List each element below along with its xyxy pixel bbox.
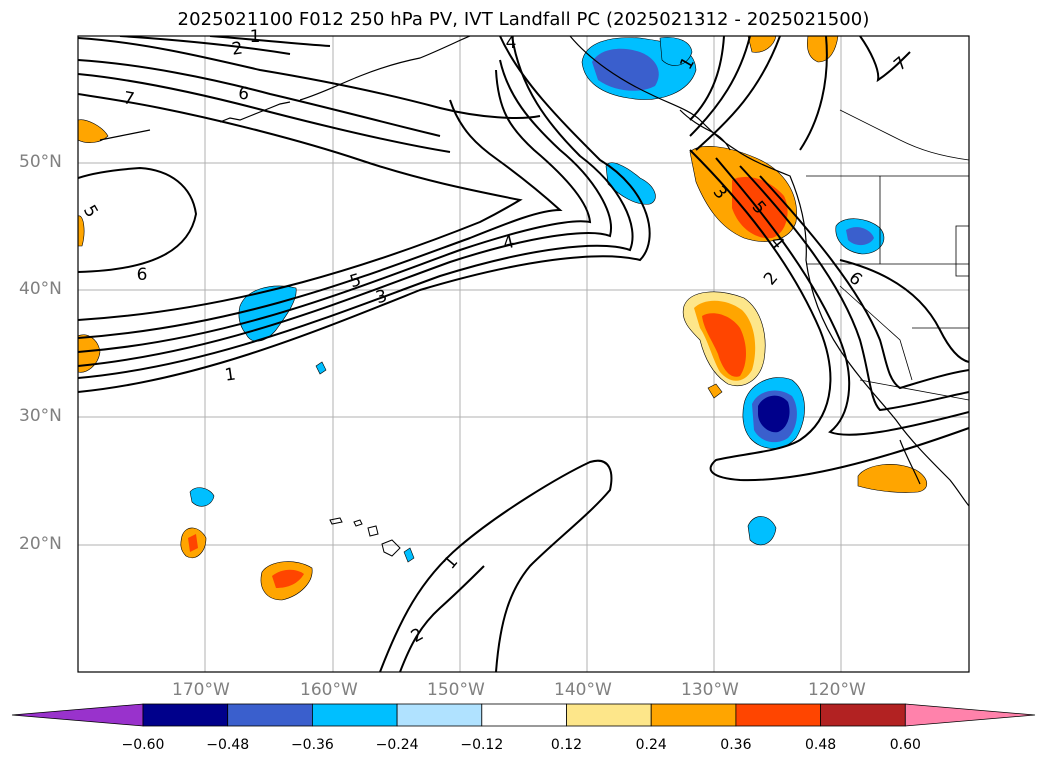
colorbar-segment xyxy=(735,703,822,727)
colorbar-tick-label: 0.48 xyxy=(805,737,837,753)
colorbar-segment xyxy=(311,703,398,727)
borders xyxy=(806,109,969,401)
colorbar-tick-label: −0.60 xyxy=(121,737,165,753)
contour-14 xyxy=(399,565,485,672)
anomaly-shading xyxy=(78,36,928,601)
contour-8 xyxy=(78,37,541,119)
contour-20 xyxy=(715,157,969,436)
colorbar-tick-label: 0.60 xyxy=(889,737,921,753)
colorbar-segment xyxy=(227,703,313,727)
colorbar-tick-label: −0.48 xyxy=(206,737,250,753)
contour-21 xyxy=(739,165,969,412)
lon-tick-label: 120°W xyxy=(808,680,866,700)
colorbar-extend-high xyxy=(904,703,1036,727)
contour-label: 4 xyxy=(506,33,517,53)
contour-label: 5 xyxy=(348,270,364,292)
lon-tick-label: 140°W xyxy=(554,680,612,700)
contour-label: 1 xyxy=(250,27,261,47)
contour-label: 3 xyxy=(374,286,390,308)
contour-label: 1 xyxy=(224,364,238,385)
contour-15 xyxy=(695,36,781,151)
contour-6 xyxy=(78,93,523,321)
lat-tick-label: 40°N xyxy=(19,279,62,299)
lon-tick-label: 160°W xyxy=(300,680,358,700)
colorbar-segment xyxy=(566,703,652,727)
contour-19 xyxy=(689,149,969,482)
colorbar-segment xyxy=(396,703,483,727)
contour-10 xyxy=(78,73,451,153)
contour-9 xyxy=(78,59,441,137)
anomaly-negative-pacific xyxy=(238,285,297,342)
contour-22 xyxy=(759,175,969,390)
coastlines xyxy=(99,36,969,507)
lat-tick-label: 30°N xyxy=(19,406,62,426)
coast-alaska xyxy=(299,36,471,101)
colorbar-extend-low xyxy=(11,703,144,727)
colorbar-tick-label: 0.12 xyxy=(550,737,583,753)
colorbar-segment xyxy=(142,703,229,727)
contour-1 xyxy=(78,36,651,393)
contour-11 xyxy=(119,36,291,55)
colorbar-segment xyxy=(820,703,906,727)
lon-tick-label: 170°W xyxy=(172,680,230,700)
contour-label: 6 xyxy=(137,265,148,285)
colorbar-segment xyxy=(650,703,737,727)
lat-tick-label: 20°N xyxy=(19,534,62,554)
gridlines xyxy=(78,36,969,672)
contour-3 xyxy=(78,59,612,367)
map-title: 2025021100 F012 250 hPa PV, IVT Landfall… xyxy=(177,9,870,30)
colorbar xyxy=(11,703,1036,727)
colorbar-tick-label: −0.12 xyxy=(460,737,504,753)
colorbar-segment xyxy=(481,703,567,727)
contour-17 xyxy=(689,36,725,121)
contour-label: 4 xyxy=(501,232,516,254)
contour-7 xyxy=(78,166,198,273)
contour-24 xyxy=(859,36,911,83)
colorbar-tick-label: 0.36 xyxy=(720,737,752,753)
colorbar-tick-label: −0.24 xyxy=(375,737,419,753)
lon-tick-label: 130°W xyxy=(681,680,739,700)
coast-north-america xyxy=(569,36,969,507)
colorbar-tick-label: −0.36 xyxy=(290,737,334,753)
contour-23 xyxy=(839,259,969,363)
contour-12 xyxy=(209,36,331,47)
contour-18 xyxy=(799,36,828,151)
contour-label: 7 xyxy=(122,88,136,110)
pv-contours xyxy=(78,36,969,672)
contour-label: 2 xyxy=(231,38,245,59)
colorbar-tick-label: 0.24 xyxy=(635,737,667,753)
contour-13 xyxy=(379,459,613,672)
contour-5 xyxy=(78,99,563,339)
contour-16 xyxy=(689,36,751,137)
contour-4 xyxy=(78,69,592,353)
anomaly-positive-mexico xyxy=(857,464,928,493)
map-frame xyxy=(77,35,970,673)
lat-tick-label: 50°N xyxy=(19,152,62,172)
hawaii-islands xyxy=(329,517,401,557)
contour-2 xyxy=(78,36,634,379)
lon-tick-label: 150°W xyxy=(427,680,485,700)
contour-label: 6 xyxy=(237,83,251,104)
